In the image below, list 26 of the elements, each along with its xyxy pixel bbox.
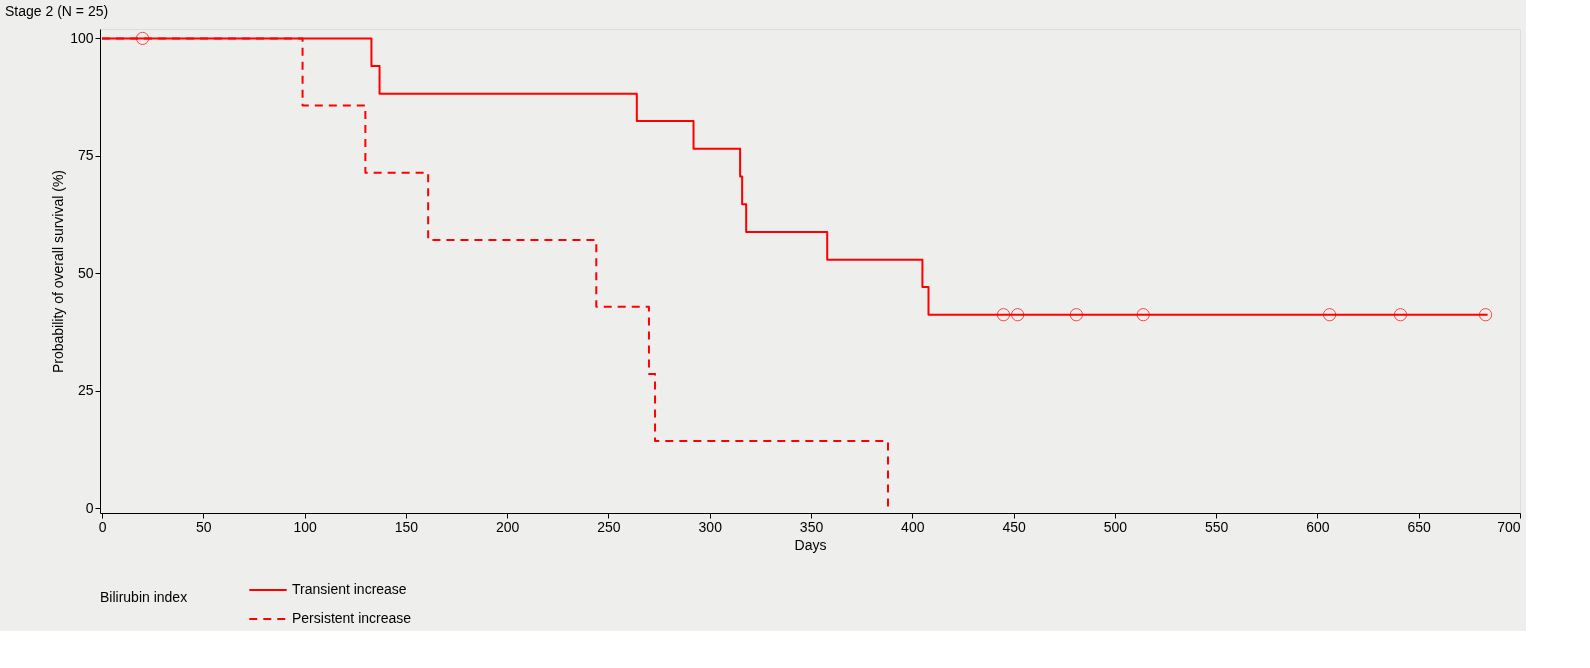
y-tick-label: 100 <box>70 29 94 46</box>
x-tick-label: 150 <box>394 518 419 535</box>
legend-label: Transient increase <box>292 581 407 597</box>
legend-label: Persistent increase <box>292 610 412 626</box>
x-tick-label: 550 <box>1204 518 1229 535</box>
y-axis-title: Probability of overall survival (%) <box>50 169 67 374</box>
x-tick-label: 600 <box>1306 518 1330 535</box>
x-tick-label: 400 <box>901 518 925 535</box>
x-tick-label: 700 <box>1497 518 1521 535</box>
x-tick-label: 350 <box>799 518 824 535</box>
y-tick-label: 75 <box>77 147 94 164</box>
x-tick-label: 0 <box>98 518 107 535</box>
x-axis-title: Days <box>794 536 827 553</box>
y-tick-label: 50 <box>77 264 94 281</box>
x-tick-label: 100 <box>293 518 317 535</box>
x-tick-label: 50 <box>196 518 212 535</box>
chart-title: Stage 2 (N = 25) <box>5 3 109 19</box>
y-tick-label: 0 <box>85 499 94 516</box>
x-tick-label: 200 <box>495 518 520 535</box>
x-tick-label: 650 <box>1407 518 1432 535</box>
x-tick-label: 300 <box>698 518 723 535</box>
x-tick-label: 450 <box>1002 518 1026 535</box>
legend-title: Bilirubin index <box>100 589 188 605</box>
x-tick-label: 250 <box>597 518 621 535</box>
y-tick-label: 25 <box>77 382 94 399</box>
x-tick-label: 500 <box>1103 518 1128 535</box>
